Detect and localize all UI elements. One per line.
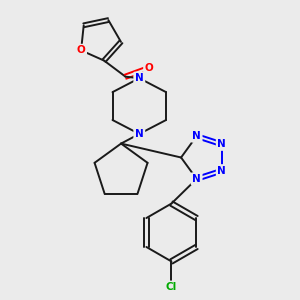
Text: N: N [135, 129, 144, 139]
Text: N: N [192, 131, 201, 141]
Text: N: N [218, 166, 226, 176]
Text: N: N [135, 73, 144, 83]
Text: Cl: Cl [166, 282, 177, 292]
Text: O: O [145, 63, 154, 73]
Text: O: O [77, 45, 85, 56]
Text: N: N [192, 174, 201, 184]
Text: N: N [218, 139, 226, 149]
